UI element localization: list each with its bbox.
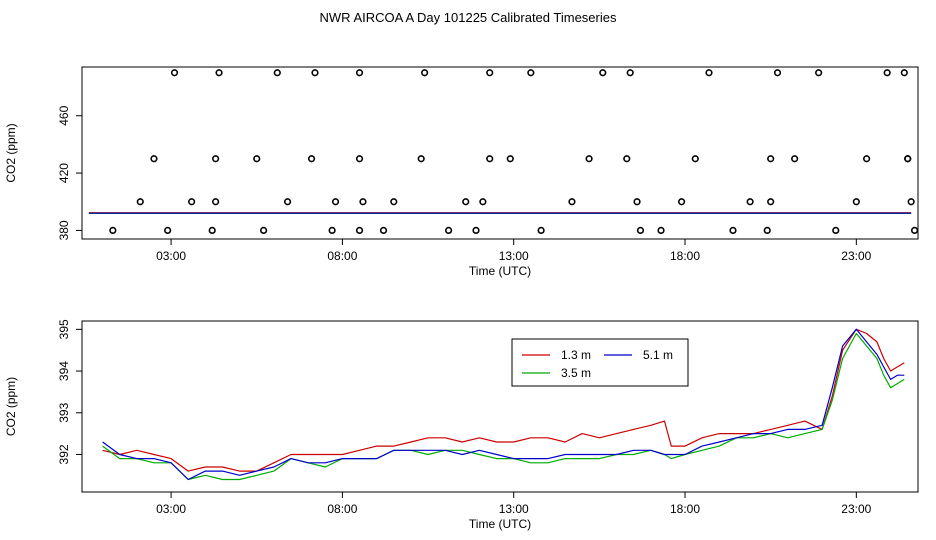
top-data-point xyxy=(390,198,398,206)
bottom-x-tick-label: 08:00 xyxy=(327,502,357,516)
top-data-point xyxy=(331,198,340,206)
top-x-tick-label: 03:00 xyxy=(156,249,186,263)
top-x-tick-label: 13:00 xyxy=(499,249,529,263)
bottom-y-tick-label: 395 xyxy=(57,319,71,339)
top-data-point xyxy=(311,69,319,77)
top-y-tick-label: 460 xyxy=(57,105,71,125)
top-data-point xyxy=(863,155,871,163)
top-data-point xyxy=(355,226,364,234)
top-data-point xyxy=(273,69,281,77)
top-data-point xyxy=(773,69,782,77)
top-data-point xyxy=(486,155,494,163)
bottom-y-tick-label: 392 xyxy=(57,444,71,464)
top-data-point xyxy=(904,155,912,163)
top-data-point xyxy=(506,155,514,163)
top-data-point xyxy=(623,155,631,163)
top-data-point xyxy=(445,226,453,234)
top-data-point xyxy=(677,198,686,206)
bottom-y-tick-label: 394 xyxy=(57,361,71,381)
top-data-point xyxy=(527,69,535,77)
top-data-point xyxy=(188,198,196,206)
top-data-point xyxy=(626,69,634,77)
bottom-y-axis-label: CO2 (ppm) xyxy=(4,377,18,436)
top-data-point xyxy=(767,155,775,163)
top-data-point xyxy=(791,155,799,163)
top-data-point xyxy=(486,69,494,77)
bottom-plot-frame xyxy=(81,320,919,493)
top-data-point xyxy=(328,226,336,234)
top-data-point xyxy=(599,69,607,77)
bottom-x-tick-label: 23:00 xyxy=(841,502,871,516)
top-y-tick-label: 380 xyxy=(57,220,71,240)
legend-label: 5.1 m xyxy=(643,348,673,362)
top-data-point xyxy=(417,155,425,163)
top-data-point xyxy=(215,69,223,77)
top-y-axis-label: CO2 (ppm) xyxy=(4,123,18,182)
bottom-series-line-5-1-m xyxy=(102,328,905,481)
top-data-point xyxy=(472,226,480,234)
top-data-point xyxy=(253,155,261,163)
top-data-point xyxy=(691,155,699,163)
top-y-tick-label: 420 xyxy=(57,163,71,183)
top-x-tick-label: 23:00 xyxy=(841,249,871,263)
top-data-point xyxy=(585,155,593,163)
top-data-point xyxy=(355,69,364,77)
top-data-point xyxy=(633,198,641,206)
top-data-point xyxy=(767,198,775,206)
bottom-x-tick-label: 18:00 xyxy=(670,502,700,516)
bottom-x-axis-label: Time (UTC) xyxy=(469,517,531,531)
legend-label: 3.5 m xyxy=(561,366,591,380)
top-data-point xyxy=(883,69,891,77)
figure-title: NWR AIRCOA A Day 101225 Calibrated Times… xyxy=(320,10,617,25)
top-data-point xyxy=(212,155,220,163)
top-data-point xyxy=(910,226,919,234)
top-data-point xyxy=(636,226,645,234)
bottom-x-tick-label: 13:00 xyxy=(499,502,529,516)
top-data-point xyxy=(170,69,179,77)
bottom-series-line-3-5-m xyxy=(102,332,905,481)
top-data-point xyxy=(815,69,823,77)
top-data-point xyxy=(150,155,158,163)
legend-label: 1.3 m xyxy=(561,348,591,362)
top-data-point xyxy=(307,155,316,163)
top-plot-frame xyxy=(81,66,919,240)
top-x-tick-label: 18:00 xyxy=(670,249,700,263)
top-data-point xyxy=(136,198,144,206)
top-data-point xyxy=(379,226,388,234)
top-x-axis-label: Time (UTC) xyxy=(469,264,531,278)
top-data-point xyxy=(746,198,754,206)
top-data-point xyxy=(729,226,737,234)
top-data-point xyxy=(763,226,771,234)
top-data-point xyxy=(355,155,364,163)
bottom-x-tick-label: 03:00 xyxy=(156,502,186,516)
top-data-point xyxy=(283,198,292,206)
top-data-point xyxy=(900,69,908,77)
top-data-point xyxy=(852,198,860,206)
top-data-point xyxy=(537,226,545,234)
top-data-point xyxy=(832,226,840,234)
top-data-point xyxy=(109,226,117,234)
top-data-point xyxy=(208,226,216,234)
top-data-point xyxy=(462,198,470,206)
legend-box xyxy=(511,338,689,387)
top-data-point xyxy=(359,198,367,206)
top-data-point xyxy=(907,198,915,206)
top-data-point xyxy=(479,198,487,206)
top-data-point xyxy=(421,69,429,77)
top-data-point xyxy=(212,198,220,206)
top-data-point xyxy=(164,226,172,234)
top-data-point xyxy=(568,198,576,206)
bottom-y-tick-label: 393 xyxy=(57,402,71,422)
top-x-tick-label: 08:00 xyxy=(327,249,357,263)
top-data-point xyxy=(705,69,713,77)
bottom-series-line-1-3-m xyxy=(102,328,905,472)
top-data-point xyxy=(259,226,268,234)
top-data-point xyxy=(657,226,665,234)
